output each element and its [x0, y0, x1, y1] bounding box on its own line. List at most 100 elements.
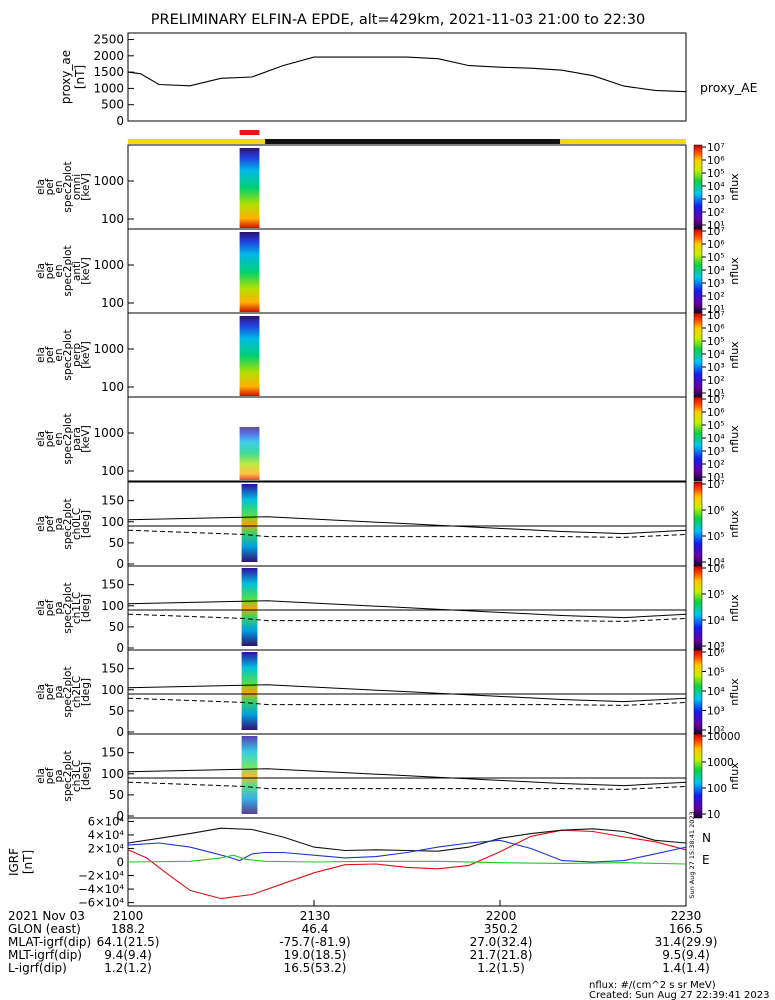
panel-ylabel-line: perp [71, 343, 83, 367]
pa-ytick-label: 100 [101, 767, 124, 781]
igrf-ytick-label: −2×10⁴ [78, 869, 124, 883]
igrf-ytick-label: −4×10⁴ [78, 882, 124, 896]
panel-ylabel-line: pef [44, 767, 56, 784]
ae-ytick-label: 2000 [93, 49, 124, 63]
igrf-ylabel-line1: IGRF [7, 848, 21, 876]
colorbar-label: nflux [728, 341, 741, 369]
colorbar: 10000 1000 100 10 nflux [693, 731, 741, 821]
x-row-value: 9.5(9.4) [662, 948, 710, 962]
colorbar-tick-label: 10⁷ [707, 479, 725, 491]
colorbar-tick-label: 10⁴ [707, 181, 725, 193]
x-row-value: 1.2(1.2) [104, 961, 152, 975]
energy-panel-frame [127, 228, 687, 314]
colorbar-tick-label: 10⁴ [707, 686, 725, 698]
colorbar-tick-label: 10⁷ [707, 226, 725, 238]
x-row-value: 46.4 [302, 922, 329, 936]
colorbar-tick-label: 10⁶ [707, 563, 725, 575]
energy-spectrogram-block [239, 232, 260, 312]
energy-spectrogram-block [239, 316, 260, 396]
colorbar: 10⁶ 10⁵ 10⁴ 10³ nflux [693, 563, 741, 653]
colorbar-label: nflux [728, 510, 741, 538]
panel-ylabel-line: ela [35, 431, 47, 447]
panel-ylabel-line: spec2plot [62, 245, 74, 296]
colorbar-gradient [693, 228, 703, 314]
colorbar-tick-label: 10⁷ [707, 394, 725, 406]
panel-ylabel-line: pef [44, 515, 56, 532]
ae-panel: 2500 2000 1500 1000 500 0 proxy_ae [nT] proxy… [59, 32, 758, 128]
x-row-value: 16.5(53.2) [284, 961, 347, 975]
colorbar-tick-label: 10³ [707, 362, 725, 374]
colorbar-gradient [693, 481, 703, 567]
panel-ylabel-line: [deg] [80, 678, 92, 706]
colorbar-tick-label: 10¹ [707, 388, 725, 400]
ae-yticks: 2500 2000 1500 1000 500 0 [93, 33, 134, 128]
pa-ytick-label: 50 [109, 536, 124, 550]
colorbar-tick-label: 10³ [707, 194, 725, 206]
x-row-value: 27.0(32.4) [470, 935, 533, 949]
colorbar-tick-label: 10⁶ [707, 647, 725, 659]
pa-spectrogram-block [241, 484, 258, 562]
panel-ylabel-line: spec2plot [62, 413, 74, 464]
footer-units: nflux: #/(cm^2 s sr MeV) [589, 980, 716, 991]
panel-ylabel-line: [keV] [80, 341, 92, 369]
igrf-lines [127, 827, 687, 900]
loss-cone-line [127, 600, 687, 619]
igrf-series-line [127, 839, 687, 863]
colorbar-tick-label: 10¹ [707, 304, 725, 316]
panel-ylabel-line: pef [44, 346, 56, 363]
x-row-value: 2130 [300, 909, 331, 923]
colorbar-tick-label: 10⁶ [707, 155, 725, 167]
pa-ytick-label: 0 [116, 557, 124, 571]
panel-ylabel-line: pef [44, 683, 56, 700]
pa-ytick-label: 50 [109, 704, 124, 718]
igrf-series-line [127, 829, 687, 900]
colorbar-label: nflux [728, 257, 741, 285]
panel-ylabel-line: spec2plot [62, 498, 74, 549]
pa-ytick-label: 150 [101, 578, 124, 592]
colorbar-label: nflux [728, 173, 741, 201]
igrf-ytick-label: 4×10⁴ [88, 828, 125, 842]
panel-ylabel-line: ela [35, 684, 47, 700]
ae-ytick-label: 0 [116, 114, 124, 128]
panel-ylabel-line: spec2plot [62, 582, 74, 633]
figure-title: PRELIMINARY ELFIN-A EPDE, alt=429km, 202… [151, 12, 646, 28]
x-row-value: -75.7(-81.9) [279, 935, 350, 949]
colorbar-gradient [693, 312, 703, 398]
energy-ytick-label: 1000 [93, 342, 124, 356]
pa-ytick-label: 100 [101, 599, 124, 613]
panel-ylabel-line: spec2plot [62, 750, 74, 801]
colorbar-label: nflux [728, 425, 741, 453]
igrf-ytick-label: −6×10⁴ [78, 896, 124, 910]
x-row-value: 64.1(21.5) [97, 935, 160, 949]
panel-ylabel-line: pa [53, 517, 65, 530]
ae-ylabel-line1: proxy_ae [59, 50, 73, 104]
loss-cone-line [127, 684, 687, 703]
loss-cone-line [127, 768, 687, 787]
pa-ytick-label: 50 [109, 620, 124, 634]
colorbar-label: nflux [728, 678, 741, 706]
panel-ylabel-line: ch3LC [71, 760, 83, 792]
status-bar-red-marker [239, 130, 260, 135]
x-row-value: 350.2 [484, 922, 518, 936]
igrf-series-line [127, 854, 687, 865]
x-row-label: GLON (east) [8, 922, 81, 936]
spectrogram-panels: 1000100elapefenspec2plotomni[keV]10⁷10⁶1… [35, 142, 741, 823]
proxy-ae-series-label: proxy_AE [700, 80, 758, 95]
colorbar-tick-label: 10² [707, 207, 725, 219]
pa-ytick-label: 100 [101, 683, 124, 697]
energy-ytick-label: 1000 [93, 258, 124, 272]
colorbar-tick-label: 10⁵ [707, 252, 725, 264]
colorbar-tick-label: 10³ [707, 706, 725, 718]
panel-ylabel-line: pef [44, 178, 56, 195]
colorbar-tick-label: 1000 [707, 757, 734, 769]
energy-spectrogram-block [239, 148, 260, 228]
panel-ylabel-line: [deg] [80, 594, 92, 622]
status-bars [128, 130, 686, 144]
ae-ylabel-line2: [nT] [73, 65, 87, 89]
panel-ylabel-line: [keV] [80, 425, 92, 453]
colorbar-tick-label: 10¹ [707, 220, 725, 232]
igrf-ytick-label: 6×10⁴ [88, 814, 125, 828]
